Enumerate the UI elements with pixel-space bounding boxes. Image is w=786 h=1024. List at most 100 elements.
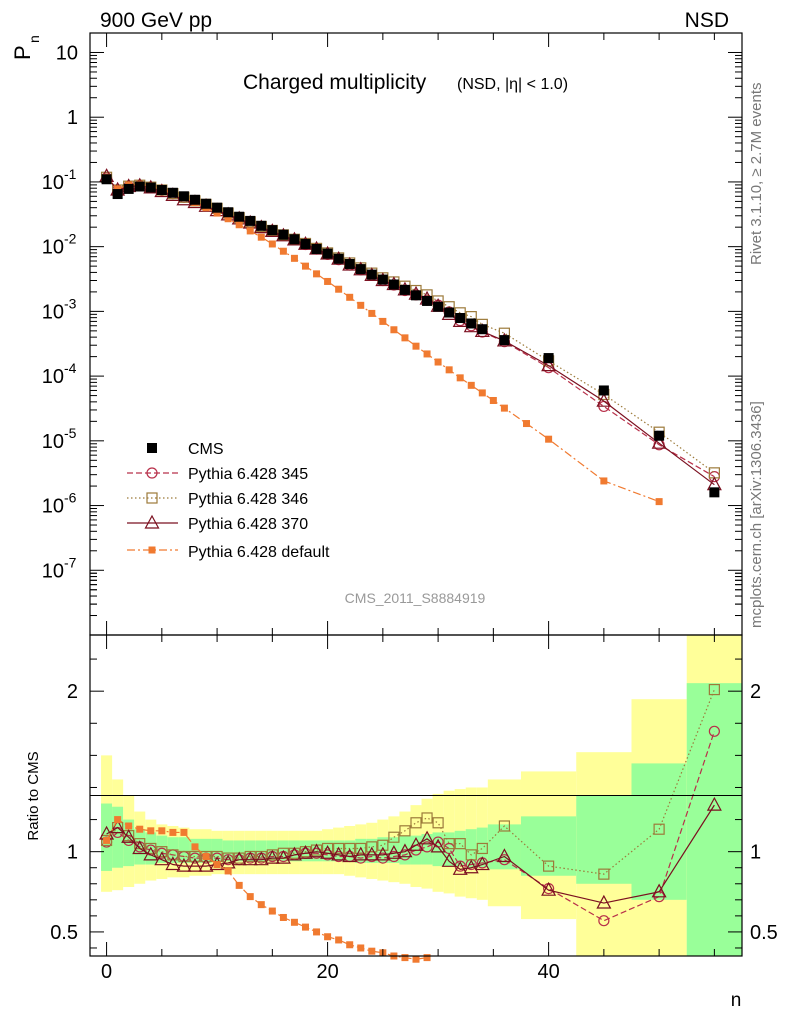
y-tick-label-base: 10	[42, 172, 64, 194]
y-tick-label-base: 10	[42, 560, 64, 582]
data-point	[224, 215, 232, 223]
ratio-point	[496, 848, 512, 863]
data-point	[101, 174, 112, 185]
data-point	[256, 220, 267, 231]
y-tick-label: 10	[56, 42, 78, 64]
data-point	[401, 334, 409, 342]
y-tick-label-base: 10	[42, 237, 64, 259]
ratio-point	[145, 842, 157, 855]
band-inner-bin	[156, 835, 168, 863]
data-point	[455, 313, 466, 324]
data-point	[467, 381, 475, 389]
legend-marker-pythia-6-428-345	[146, 467, 158, 479]
y-tick-label-base: 10	[42, 366, 64, 388]
legend-label-default: Pythia 6.428 default	[188, 544, 330, 561]
legend-label-370: Pythia 6.428 370	[188, 516, 308, 533]
ratio-point	[320, 845, 336, 859]
ratio-point	[158, 827, 166, 835]
data-point	[245, 215, 256, 226]
ratio-point	[651, 883, 667, 898]
data-point	[499, 335, 510, 346]
data-point	[313, 270, 321, 278]
ratio-point	[410, 817, 422, 829]
ratio-series-layer	[99, 683, 722, 963]
y-axis-ratio-title: Ratio to CMS	[25, 751, 42, 840]
ratio-point	[419, 830, 435, 845]
data-point	[399, 284, 410, 295]
ratio-point	[342, 848, 358, 863]
band-inner-bin	[366, 838, 378, 863]
x-tick-label: 0	[101, 961, 112, 983]
data-point	[223, 207, 234, 218]
x-tick-label: 40	[537, 961, 559, 983]
ratio-point	[121, 828, 137, 843]
band-inner-bin	[200, 838, 212, 863]
series-line-pythia-6-428-370	[106, 175, 715, 486]
data-point	[655, 498, 663, 506]
ratio-point	[165, 856, 181, 871]
chart-title: Charged multiplicity	[243, 71, 427, 94]
legend-label-346: Pythia 6.428 346	[188, 491, 308, 508]
band-inner-bin	[244, 840, 256, 862]
y-axis-main-label: P n	[10, 35, 42, 60]
ratio-point	[114, 816, 122, 824]
ratio-point	[331, 846, 347, 861]
y-tick-label-exponent: -4	[64, 360, 77, 376]
data-point	[651, 434, 667, 449]
band-inner-bin	[333, 840, 345, 862]
ratio-point	[397, 843, 413, 858]
data-point	[444, 307, 455, 318]
data-point	[344, 258, 355, 269]
y-tick-label-base: 10	[42, 301, 64, 323]
ratio-point	[143, 846, 159, 861]
ratio-point	[257, 901, 265, 909]
ratio-point	[224, 867, 232, 875]
data-point	[335, 285, 343, 293]
ratio-y-tick-label-left: 2	[67, 681, 78, 703]
data-point	[654, 430, 665, 441]
ratio-y-tick-label-right: 2	[750, 681, 761, 703]
y-axis-main-title: P	[10, 45, 35, 60]
ratio-point	[476, 842, 488, 855]
data-point	[412, 342, 420, 350]
y-tick-label: 1	[67, 107, 78, 129]
ratio-point	[474, 856, 490, 871]
band-inner-bin	[255, 840, 267, 862]
data-point	[267, 225, 278, 236]
band-inner-bin	[299, 840, 312, 862]
data-point	[300, 238, 311, 249]
ratio-point	[335, 936, 343, 944]
ratio-point	[353, 846, 369, 861]
data-point	[543, 353, 554, 364]
band-inner-bin	[576, 795, 632, 884]
ratio-point	[543, 860, 555, 872]
ratio-point	[706, 796, 722, 811]
band-inner-bin	[211, 838, 223, 862]
ratio-point	[377, 839, 389, 851]
band-inner-bin	[421, 834, 433, 865]
data-point	[355, 264, 366, 275]
data-point	[114, 185, 122, 193]
ratio-point	[355, 842, 367, 855]
data-point	[357, 301, 365, 309]
data-point	[500, 404, 508, 412]
ratio-point	[268, 907, 276, 915]
ratio-point	[132, 840, 148, 855]
legend-marker-cms	[147, 443, 157, 453]
ratio-point	[443, 838, 455, 850]
band-inner-bin	[476, 827, 488, 868]
band-inner-bin	[178, 837, 190, 863]
data-point	[477, 324, 488, 335]
chart-subtitle: (NSD, |η| < 1.0)	[457, 76, 568, 93]
ratio-point	[189, 850, 201, 863]
ratio-point	[202, 852, 210, 860]
ratio-point	[147, 827, 155, 835]
x-axis-title: n	[731, 990, 742, 1011]
ratio-point	[264, 849, 280, 864]
ratio-series-pythia-6-428-default	[103, 816, 431, 963]
ratio-point	[344, 842, 356, 855]
data-point	[445, 366, 453, 374]
ratio-point	[279, 913, 287, 921]
mcplots-label: mcplots.cern.ch [arXiv:1306.3436]	[748, 401, 765, 628]
process-label: NSD	[685, 9, 729, 32]
